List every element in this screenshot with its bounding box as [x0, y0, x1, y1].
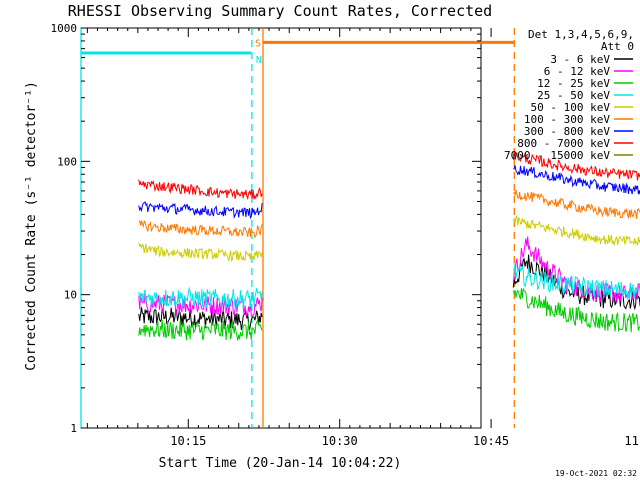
x-tick-label-0: 10:15 [170, 434, 206, 448]
legend-entry-label-6: 300 - 800 keV [524, 125, 610, 138]
series-2-segment-0 [138, 318, 263, 341]
legend-header-0: Det 1,3,4,5,6,9, [528, 28, 634, 41]
series-5-segment-1 [513, 189, 640, 220]
series-5 [138, 189, 640, 239]
footer-date: 19-Oct-2021 02:32 [555, 469, 637, 478]
series-6-segment-1 [513, 165, 640, 195]
legend-header-1: Att 0 [601, 40, 634, 53]
series-0 [138, 254, 640, 331]
y-tick-label-1: 10 [64, 289, 77, 302]
chart-title: RHESSI Observing Summary Count Rates, Co… [68, 2, 492, 20]
legend-entry-label-8: 7000 - 15000 keV [504, 149, 610, 162]
series-3-segment-0 [138, 286, 263, 310]
series-3-segment-1 [512, 263, 640, 300]
annotation-layer: SNF [81, 38, 515, 66]
annotation-label-S: S [255, 38, 261, 49]
series-7-segment-1 [512, 151, 640, 181]
series-1-segment-1 [512, 236, 640, 303]
legend-entry-label-4: 50 - 100 keV [531, 101, 611, 114]
series-6-segment-0 [138, 201, 263, 220]
series-4-segment-0 [138, 242, 263, 263]
series-0-segment-0 [138, 307, 263, 331]
vertical-markers [80, 28, 515, 428]
y-axis-label: Corrected Count Rate (s⁻¹ detector⁻¹) [24, 81, 39, 371]
series-4-segment-1 [512, 215, 640, 247]
legend-entry-label-5: 100 - 300 keV [524, 113, 610, 126]
legend-entry-label-2: 12 - 25 keV [537, 77, 610, 90]
legend-entry-label-0: 3 - 6 keV [550, 53, 610, 66]
series-2-segment-1 [512, 288, 640, 333]
x-axis-label: Start Time (20-Jan-14 10:04:22) [159, 456, 402, 471]
plot-area [80, 27, 482, 429]
y-tick-label-2: 100 [57, 155, 77, 168]
x-tick-label-3: 11:00 [624, 434, 640, 448]
legend-entry-label-3: 25 - 50 keV [537, 89, 610, 102]
x-tick-label-1: 10:30 [322, 434, 358, 448]
series-layer [138, 151, 640, 341]
series-4 [138, 215, 640, 263]
y-tick-label-3: 1000 [51, 22, 78, 35]
series-7 [138, 151, 640, 201]
series-7-segment-0 [138, 179, 263, 201]
annotation-label-N: N [256, 55, 262, 66]
legend-entry-label-7: 800 - 7000 keV [517, 137, 610, 150]
series-5-segment-0 [138, 219, 263, 239]
series-0-segment-1 [512, 254, 640, 311]
y-tick-label-0: 1 [70, 422, 77, 435]
series-3 [138, 263, 640, 310]
legend-entry-label-1: 6 - 12 keV [544, 65, 611, 78]
series-6 [138, 165, 640, 220]
series-2 [138, 288, 640, 341]
plot-frame [80, 27, 482, 429]
x-tick-label-2: 10:45 [473, 434, 509, 448]
